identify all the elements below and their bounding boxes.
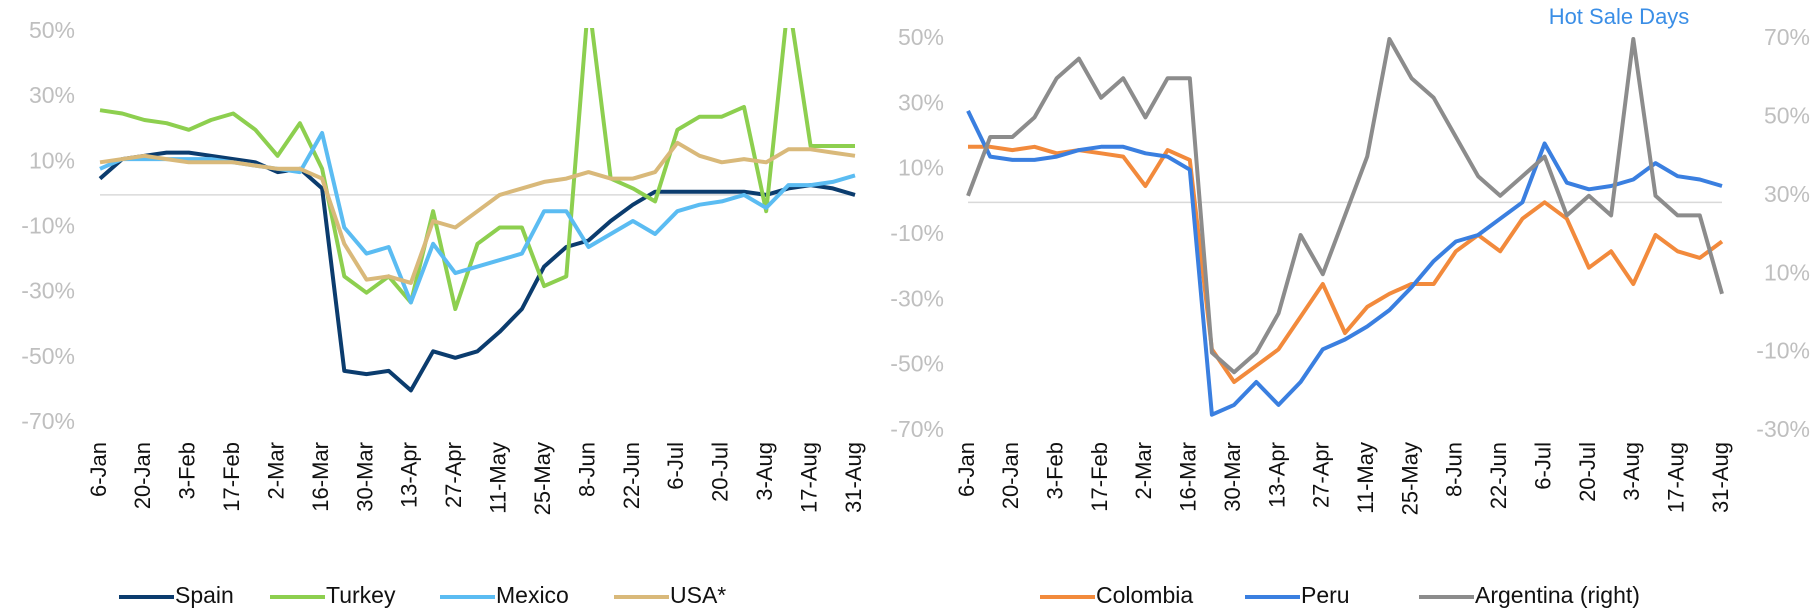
x-tick-label: 17-Feb	[1087, 442, 1112, 512]
legend-label: Mexico	[496, 582, 569, 608]
y2-tick-label: -30%	[1756, 416, 1810, 442]
y-tick-label: -70%	[890, 416, 944, 442]
x-tick-label: 3-Aug	[1619, 442, 1644, 501]
x-tick-label: 6-Jan	[86, 442, 111, 497]
x-tick-label: 20-Jan	[130, 442, 155, 509]
x-tick-label: 17-Aug	[796, 442, 821, 513]
y-tick-label: 10%	[898, 155, 944, 181]
y-tick-label: -30%	[21, 278, 75, 304]
annotation: Hot Sale Days	[1549, 4, 1690, 29]
plot-area	[98, 28, 856, 393]
x-tick-label: 17-Aug	[1663, 442, 1688, 513]
x-tick-label: 31-Aug	[1708, 442, 1733, 513]
legend-label: Peru	[1301, 582, 1350, 608]
x-tick-label: 20-Jul	[1575, 442, 1600, 502]
x-tick-label: 3-Feb	[1043, 442, 1068, 499]
x-tick-label: 25-May	[530, 442, 555, 515]
x-tick-label: 6-Jan	[954, 442, 979, 497]
y2-tick-label: 30%	[1764, 181, 1810, 207]
x-tick-label: 13-Apr	[1264, 442, 1289, 508]
series-line	[968, 144, 1724, 384]
x-tick-label: 22-Jun	[619, 442, 644, 509]
x-tick-label: 22-Jun	[1486, 442, 1511, 509]
y-tick-label: 50%	[29, 17, 75, 43]
x-tick-label: 2-Mar	[263, 442, 288, 499]
y-tick-label: 50%	[898, 24, 944, 50]
y-tick-label: -50%	[21, 343, 75, 369]
x-tick-label: 16-Mar	[308, 442, 333, 512]
y2-tick-label: 10%	[1764, 259, 1810, 285]
y2-tick-label: 50%	[1764, 102, 1810, 128]
series-line	[966, 110, 1723, 417]
x-tick-label: 20-Jan	[998, 442, 1023, 509]
x-tick-label: 13-Apr	[397, 442, 422, 508]
y-tick-label: -10%	[21, 213, 75, 239]
y-tick-label: 30%	[29, 82, 75, 108]
plot-area	[966, 37, 1724, 417]
x-tick-label: 3-Feb	[175, 442, 200, 499]
x-tick-label: 25-May	[1397, 442, 1422, 515]
legend-label: Colombia	[1096, 582, 1193, 608]
x-tick-label: 27-Apr	[1309, 442, 1334, 508]
legend-label: Turkey	[326, 582, 396, 608]
y-tick-label: -70%	[21, 408, 75, 434]
y-tick-label: -10%	[890, 220, 944, 246]
x-tick-label: 6-Jul	[1530, 442, 1555, 490]
x-tick-label: 6-Jul	[663, 442, 688, 490]
x-tick-label: 8-Jun	[1442, 442, 1467, 497]
y2-tick-label: -10%	[1756, 338, 1810, 364]
y2-tick-label: 70%	[1764, 24, 1810, 50]
y-tick-label: -50%	[890, 351, 944, 377]
x-tick-label: 16-Mar	[1176, 442, 1201, 512]
legend-label: Argentina (right)	[1475, 582, 1640, 608]
series-line	[99, 28, 855, 311]
x-tick-label: 11-May	[486, 442, 511, 514]
x-tick-label: 2-Mar	[1131, 442, 1156, 499]
y-tick-label: 30%	[898, 89, 944, 115]
x-tick-label: 30-Mar	[352, 442, 377, 512]
series-line	[98, 150, 856, 393]
x-tick-label: 17-Feb	[219, 442, 244, 512]
series-line	[966, 37, 1724, 375]
x-tick-label: 3-Aug	[752, 442, 777, 501]
x-tick-label: 8-Jun	[574, 442, 599, 497]
legend-label: Spain	[175, 582, 234, 608]
x-tick-label: 20-Jul	[708, 442, 733, 502]
x-tick-label: 27-Apr	[441, 442, 466, 508]
x-tick-label: 31-Aug	[841, 442, 866, 513]
y-tick-label: -30%	[890, 285, 944, 311]
series-line	[99, 140, 856, 285]
legend-label: USA*	[670, 582, 726, 608]
x-tick-label: 11-May	[1353, 442, 1378, 514]
x-tick-label: 30-Mar	[1220, 442, 1245, 512]
y-tick-label: 10%	[29, 147, 75, 173]
